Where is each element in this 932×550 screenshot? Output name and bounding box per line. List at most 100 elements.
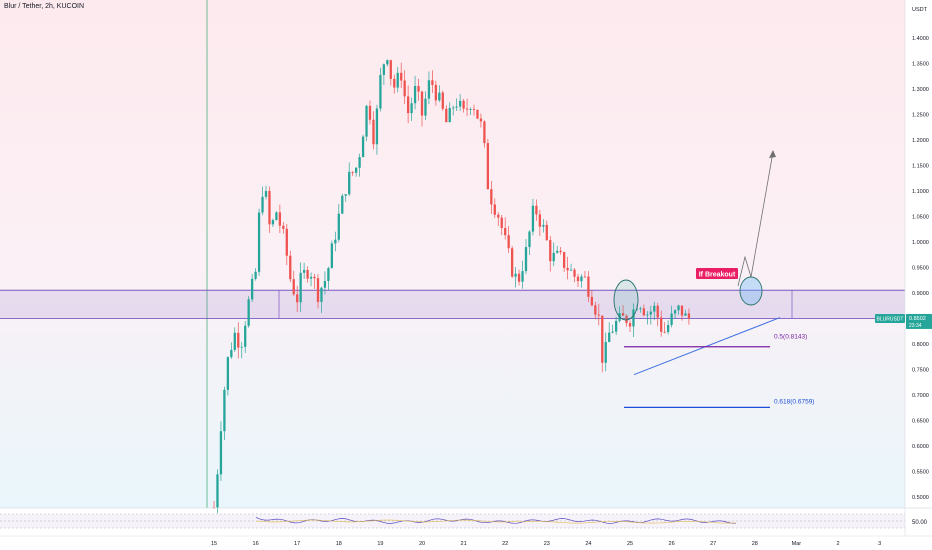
candle-down: [472, 104, 476, 116]
candle-up: [358, 153, 361, 177]
candle-body: [628, 323, 632, 327]
candle-body: [559, 250, 562, 253]
countdown-value: 23:34: [909, 323, 922, 329]
candle-down: [663, 322, 666, 334]
candle-down: [486, 138, 490, 190]
candle-body: [434, 84, 438, 101]
last-price-tag-bg: [906, 313, 932, 329]
candle-body: [448, 108, 451, 123]
candle-up: [684, 309, 687, 316]
candle-up: [469, 107, 472, 116]
last-price-value: 0.8502: [909, 316, 926, 322]
candle-down: [372, 111, 375, 150]
symbol-tag[interactable]: BLURUSDT: [875, 313, 905, 323]
candle-up: [552, 242, 555, 267]
candle-down: [268, 186, 271, 233]
candle-up: [396, 66, 399, 93]
candle-body: [542, 224, 545, 227]
candle-up: [261, 186, 264, 216]
candle-up: [677, 304, 680, 315]
ascending-trendline[interactable]: [633, 317, 781, 376]
candle-body: [663, 331, 666, 333]
candle-body: [226, 357, 230, 390]
candle-down: [434, 80, 438, 106]
candle-down: [562, 251, 566, 272]
candle-body: [334, 239, 337, 244]
candle-body: [601, 315, 604, 363]
candle-body: [396, 72, 399, 88]
candle-body: [458, 100, 462, 107]
candle-body: [497, 214, 500, 218]
candle-up: [344, 194, 347, 202]
candle-down: [601, 315, 604, 373]
candle-body: [656, 305, 659, 318]
candle-body: [587, 276, 590, 297]
candle-down: [590, 289, 594, 307]
candle-down: [490, 180, 493, 215]
time-tick-label: 3: [878, 541, 881, 547]
candle-body: [289, 255, 292, 280]
candle-down: [625, 314, 628, 327]
candle-body: [670, 313, 673, 325]
time-tick-label: 22: [502, 541, 508, 547]
candle-up: [337, 203, 340, 243]
projection-arrow: [737, 150, 776, 287]
candle-down: [368, 100, 372, 125]
candle-body: [500, 217, 503, 229]
candle-up: [275, 211, 278, 221]
candle-body: [254, 271, 257, 279]
candle-body: [531, 205, 535, 232]
rsi-ma-line: [255, 519, 737, 524]
candle-body: [573, 269, 576, 277]
candle-body: [632, 309, 635, 327]
candle-down: [316, 274, 320, 309]
candle-body: [410, 103, 413, 114]
candle-down: [504, 217, 507, 240]
candle-down: [306, 266, 309, 283]
rsi-value-label: 50.00: [912, 520, 928, 526]
arrow-head-icon: [769, 150, 776, 158]
candle-body: [576, 276, 580, 282]
candle-body: [545, 224, 548, 241]
price-tick-label: 0.9000: [912, 291, 929, 297]
candle-down: [285, 223, 288, 266]
candle-body: [562, 252, 566, 268]
candle-body: [278, 212, 282, 226]
candle-body: [472, 109, 476, 110]
candle-up: [271, 218, 275, 227]
resistance-zone[interactable]: [0, 290, 905, 319]
time-tick-label: 26: [669, 541, 675, 547]
candle-body: [372, 119, 375, 145]
candle-body: [313, 276, 316, 279]
candle-body: [354, 167, 358, 173]
candle-body: [261, 196, 264, 213]
candle-up: [666, 320, 670, 335]
candle-body: [344, 194, 347, 196]
candle-body: [320, 287, 323, 302]
candle-down: [660, 310, 663, 337]
candle-body: [625, 315, 628, 324]
candle-body: [250, 278, 254, 300]
time-tick-label: 15: [211, 541, 217, 547]
time-tick-label: 2: [836, 541, 839, 547]
candle-body: [264, 190, 268, 197]
candle-body: [292, 279, 295, 295]
breakdown-circle[interactable]: [613, 279, 639, 321]
price-tick-label: 1.3000: [912, 87, 929, 93]
candle-body: [219, 431, 223, 475]
candle-up: [632, 303, 635, 338]
candle-body: [424, 98, 427, 116]
breakout-target-circle[interactable]: [739, 276, 763, 306]
candle-up: [327, 266, 330, 290]
time-tick-label: 23: [544, 541, 550, 547]
candle-body: [476, 109, 479, 119]
projection-path[interactable]: [737, 151, 774, 287]
candle-up: [223, 386, 226, 440]
candle-body: [375, 108, 379, 145]
candle-body: [337, 213, 340, 240]
candle-up: [226, 356, 230, 396]
candle-body: [247, 299, 250, 326]
candle-up: [302, 262, 306, 280]
